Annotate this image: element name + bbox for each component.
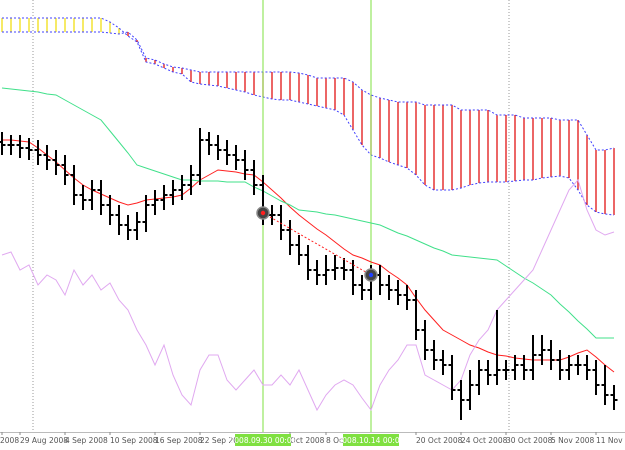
marker-dot <box>368 272 374 278</box>
x-highlight-box <box>343 434 399 446</box>
x-tick-label: 8 Oct <box>326 436 346 445</box>
indicator-line <box>2 139 615 373</box>
x-tick-label: 22 Sep 2008 <box>200 436 248 445</box>
marker-link <box>262 212 372 276</box>
x-tick-label: 10 Sep 2008 <box>110 436 158 445</box>
x-tick-label: 4 Sep 2008 <box>65 436 108 445</box>
marker-dot <box>260 210 266 216</box>
x-tick-label: 24 Oct 2008 <box>461 436 508 445</box>
x-tick-label: 29 Aug 2008 <box>20 436 68 445</box>
x-tick-label: 11 Nov 20 <box>596 436 625 445</box>
x-tick-label: 5 Nov 2008 <box>551 436 594 445</box>
x-tick-label: 20 Oct 2008 <box>416 436 463 445</box>
indicator-line <box>1 87 614 339</box>
cloud-edge <box>2 17 615 216</box>
x-tick-label: 16 Sep 2008 <box>155 436 203 445</box>
x-highlight-box <box>235 434 291 446</box>
x-tick-label: 30 Oct 2008 <box>506 436 553 445</box>
indicator-line <box>1 179 615 412</box>
x-tick-label: 2008 <box>0 436 19 445</box>
cloud-edge <box>2 31 615 151</box>
x-highlight-label: 2008.10.14 00:00 <box>338 436 405 445</box>
x-tick-label: Oct 2008 <box>290 436 325 445</box>
x-highlight-label: 2008.09.30 00:00 <box>230 436 297 445</box>
